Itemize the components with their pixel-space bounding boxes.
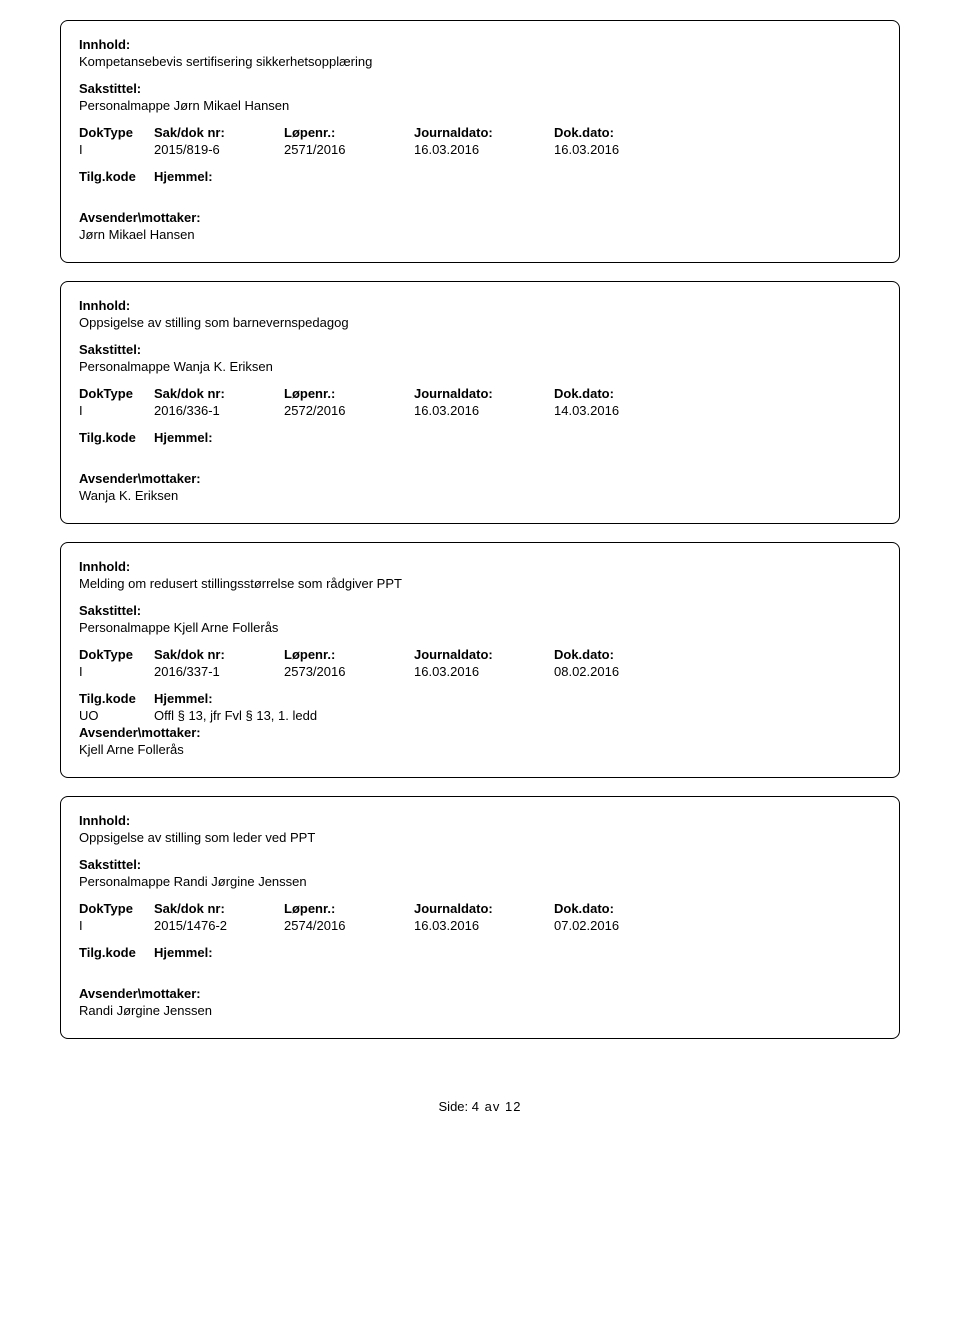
sakdoknr-value: 2016/337-1: [154, 664, 284, 679]
column-headers: DokType Sak/dok nr: Løpenr.: Journaldato…: [79, 647, 881, 662]
column-values: I 2016/337-1 2573/2016 16.03.2016 08.02.…: [79, 664, 881, 679]
innhold-value: Melding om redusert stillingsstørrelse s…: [79, 576, 881, 591]
tilg-row: Tilg.kode Hjemmel:: [79, 430, 881, 445]
sakstittel-value: Personalmappe Jørn Mikael Hansen: [79, 98, 881, 113]
avsender-value: Jørn Mikael Hansen: [79, 227, 881, 242]
doktype-value: I: [79, 918, 154, 933]
journal-record: Innhold: Kompetansebevis sertifisering s…: [60, 20, 900, 263]
journaldato-value: 16.03.2016: [414, 142, 554, 157]
avsender-label: Avsender\mottaker:: [79, 471, 881, 486]
sakstittel-value: Personalmappe Wanja K. Eriksen: [79, 359, 881, 374]
avsender-label: Avsender\mottaker:: [79, 210, 881, 225]
sakstittel-label: Sakstittel:: [79, 603, 881, 618]
tilg-data-row: UO Offl § 13, jfr Fvl § 13, 1. ledd: [79, 708, 881, 723]
doktype-header: DokType: [79, 647, 154, 662]
doktype-header: DokType: [79, 125, 154, 140]
lopenr-value: 2571/2016: [284, 142, 414, 157]
hjemmel-label: Hjemmel:: [154, 430, 213, 445]
sakdoknr-header: Sak/dok nr:: [154, 125, 284, 140]
sakstittel-label: Sakstittel:: [79, 342, 881, 357]
avsender-value: Randi Jørgine Jenssen: [79, 1003, 881, 1018]
page-footer: Side: 4 av 12: [60, 1099, 900, 1114]
sakstittel-label: Sakstittel:: [79, 81, 881, 96]
lopenr-header: Løpenr.:: [284, 386, 414, 401]
lopenr-value: 2574/2016: [284, 918, 414, 933]
innhold-value: Kompetansebevis sertifisering sikkerhets…: [79, 54, 881, 69]
sakdoknr-header: Sak/dok nr:: [154, 901, 284, 916]
tilgkode-label: Tilg.kode: [79, 430, 154, 445]
avsender-value: Wanja K. Eriksen: [79, 488, 881, 503]
dokdato-header: Dok.dato:: [554, 901, 694, 916]
dokdato-value: 14.03.2016: [554, 403, 694, 418]
tilgkode-label: Tilg.kode: [79, 945, 154, 960]
sakdoknr-header: Sak/dok nr:: [154, 647, 284, 662]
journal-record: Innhold: Oppsigelse av stilling som lede…: [60, 796, 900, 1039]
footer-prefix: Side:: [439, 1099, 469, 1114]
sakstittel-value: Personalmappe Randi Jørgine Jenssen: [79, 874, 881, 889]
hjemmel-label: Hjemmel:: [154, 691, 213, 706]
tilgkode-label: Tilg.kode: [79, 691, 154, 706]
innhold-value: Oppsigelse av stilling som leder ved PPT: [79, 830, 881, 845]
doktype-header: DokType: [79, 901, 154, 916]
lopenr-header: Løpenr.:: [284, 125, 414, 140]
footer-current-page: 4: [472, 1099, 480, 1114]
doktype-header: DokType: [79, 386, 154, 401]
hjemmel-value: Offl § 13, jfr Fvl § 13, 1. ledd: [154, 708, 317, 723]
dokdato-header: Dok.dato:: [554, 386, 694, 401]
journal-record: Innhold: Oppsigelse av stilling som barn…: [60, 281, 900, 524]
tilgkode-value: UO: [79, 708, 154, 723]
sakstittel-value: Personalmappe Kjell Arne Follerås: [79, 620, 881, 635]
doktype-value: I: [79, 403, 154, 418]
lopenr-value: 2572/2016: [284, 403, 414, 418]
innhold-label: Innhold:: [79, 559, 881, 574]
doktype-value: I: [79, 142, 154, 157]
footer-total-pages: 12: [505, 1099, 521, 1114]
column-values: I 2015/1476-2 2574/2016 16.03.2016 07.02…: [79, 918, 881, 933]
column-headers: DokType Sak/dok nr: Løpenr.: Journaldato…: [79, 386, 881, 401]
avsender-value: Kjell Arne Follerås: [79, 742, 881, 757]
hjemmel-label: Hjemmel:: [154, 169, 213, 184]
sakdoknr-value: 2016/336-1: [154, 403, 284, 418]
journaldato-header: Journaldato:: [414, 647, 554, 662]
journaldato-value: 16.03.2016: [414, 403, 554, 418]
journal-record: Innhold: Melding om redusert stillingsst…: [60, 542, 900, 778]
footer-sep: av: [485, 1099, 501, 1114]
lopenr-header: Løpenr.:: [284, 647, 414, 662]
lopenr-header: Løpenr.:: [284, 901, 414, 916]
journaldato-header: Journaldato:: [414, 901, 554, 916]
column-headers: DokType Sak/dok nr: Løpenr.: Journaldato…: [79, 901, 881, 916]
tilg-row: Tilg.kode Hjemmel:: [79, 945, 881, 960]
tilgkode-label: Tilg.kode: [79, 169, 154, 184]
innhold-label: Innhold:: [79, 37, 881, 52]
doktype-value: I: [79, 664, 154, 679]
journaldato-value: 16.03.2016: [414, 918, 554, 933]
dokdato-value: 08.02.2016: [554, 664, 694, 679]
dokdato-value: 16.03.2016: [554, 142, 694, 157]
journaldato-header: Journaldato:: [414, 125, 554, 140]
sakdoknr-value: 2015/1476-2: [154, 918, 284, 933]
innhold-label: Innhold:: [79, 813, 881, 828]
hjemmel-label: Hjemmel:: [154, 945, 213, 960]
column-headers: DokType Sak/dok nr: Løpenr.: Journaldato…: [79, 125, 881, 140]
sakdoknr-value: 2015/819-6: [154, 142, 284, 157]
innhold-value: Oppsigelse av stilling som barnevernsped…: [79, 315, 881, 330]
avsender-label: Avsender\mottaker:: [79, 986, 881, 1001]
column-values: I 2015/819-6 2571/2016 16.03.2016 16.03.…: [79, 142, 881, 157]
sakdoknr-header: Sak/dok nr:: [154, 386, 284, 401]
journaldato-header: Journaldato:: [414, 386, 554, 401]
tilg-row: Tilg.kode Hjemmel:: [79, 169, 881, 184]
dokdato-header: Dok.dato:: [554, 647, 694, 662]
lopenr-value: 2573/2016: [284, 664, 414, 679]
sakstittel-label: Sakstittel:: [79, 857, 881, 872]
column-values: I 2016/336-1 2572/2016 16.03.2016 14.03.…: [79, 403, 881, 418]
dokdato-header: Dok.dato:: [554, 125, 694, 140]
tilg-row: Tilg.kode Hjemmel:: [79, 691, 881, 706]
innhold-label: Innhold:: [79, 298, 881, 313]
avsender-label: Avsender\mottaker:: [79, 725, 881, 740]
dokdato-value: 07.02.2016: [554, 918, 694, 933]
journaldato-value: 16.03.2016: [414, 664, 554, 679]
